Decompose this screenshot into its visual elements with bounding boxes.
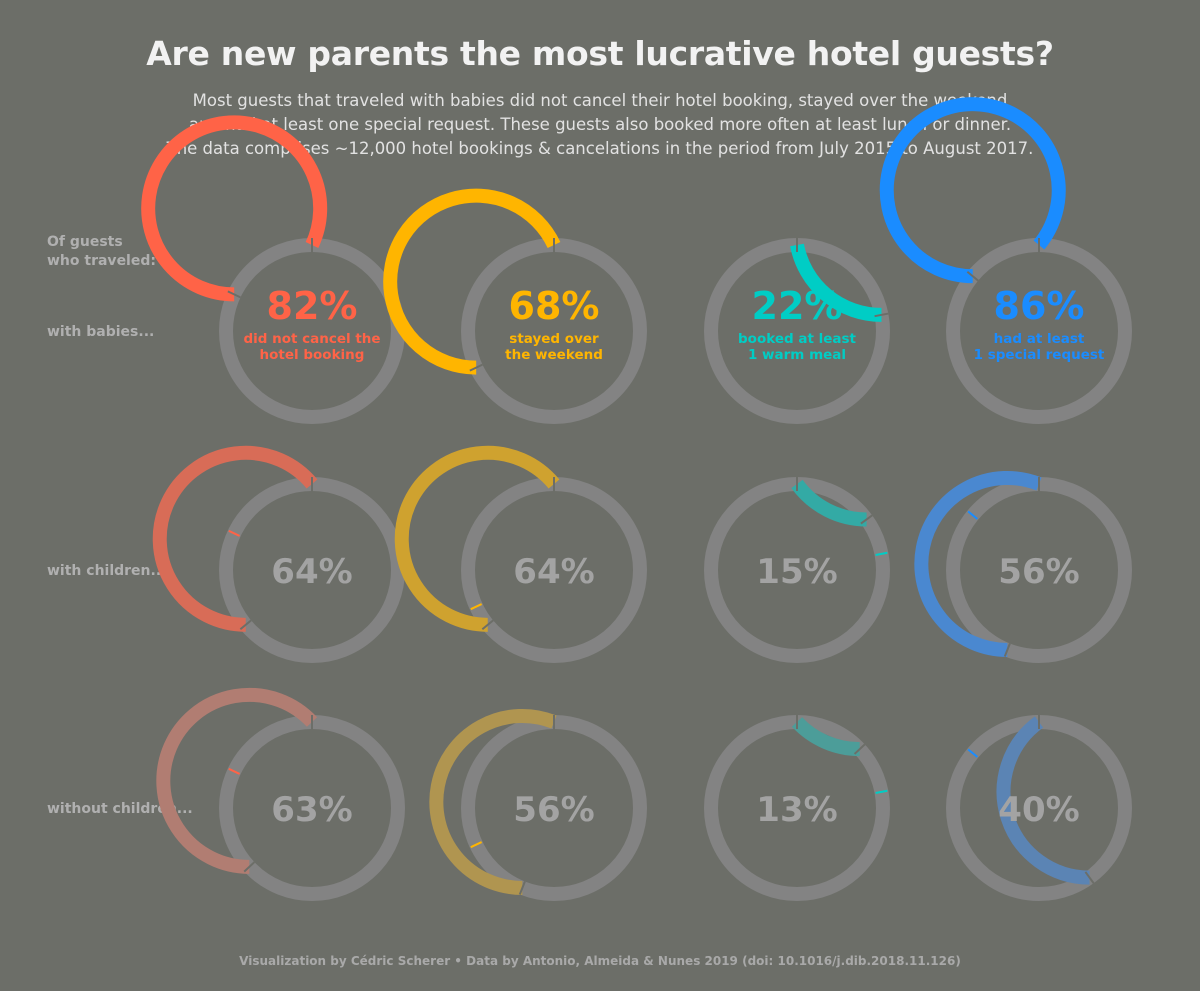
donut-end-tick <box>243 861 256 873</box>
reference-marker <box>967 510 978 520</box>
donut-special_request-2: 40% <box>946 715 1132 901</box>
donut-end-tick <box>518 881 526 895</box>
donut-value-arc <box>914 470 1042 657</box>
donut-value-label: 56% <box>998 552 1079 592</box>
subtitle-line-3: The data comprises ~12,000 hotel booking… <box>166 139 1034 158</box>
reference-marker <box>228 529 241 537</box>
donut-value-arc <box>156 687 318 874</box>
donut-description-line-1: the weekend <box>505 347 603 363</box>
donut-description-line-1: hotel booking <box>260 347 365 363</box>
donut-end-tick <box>874 312 889 318</box>
reference-marker <box>470 841 483 849</box>
donut-warm_meal-2: 13% <box>704 715 890 901</box>
subtitle-line-1: Most guests that traveled with babies di… <box>192 91 1008 110</box>
donut-end-tick <box>1003 643 1011 657</box>
donut-description-line-0: booked at least <box>738 331 857 347</box>
chart-caption: Visualization by Cédric Scherer • Data b… <box>239 954 961 968</box>
donut-value-arc <box>383 188 561 375</box>
header-label-line-1: Of guests <box>47 234 123 250</box>
donut-end-tick <box>481 619 494 631</box>
donut-end-tick <box>469 363 483 372</box>
donut-value-arc <box>429 708 557 895</box>
chart-subtitle: Most guests that traveled with babies di… <box>0 89 1200 161</box>
donut-end-tick <box>860 514 873 525</box>
reference-marker <box>228 767 241 775</box>
donut-value-label: 22% <box>752 284 843 328</box>
subtitle-line-2: and had at least one special request. Th… <box>188 115 1012 134</box>
reference-marker <box>875 789 888 794</box>
reference-marker <box>470 603 483 611</box>
donut-weekend-2: 56% <box>429 708 647 901</box>
donut-value-arc <box>394 445 560 632</box>
donut-value-arc <box>791 717 860 757</box>
donut-value-label: 13% <box>756 790 837 830</box>
donut-value-arc <box>879 97 1066 284</box>
donut-value-label: 63% <box>271 790 352 830</box>
donut-value-label: 56% <box>513 790 594 830</box>
donut-value-arc <box>791 479 867 527</box>
donut-not_canceled-1: 64% <box>152 445 405 663</box>
donut-value-label: 64% <box>513 552 594 592</box>
donut-warm_meal-1: 15% <box>704 477 890 663</box>
donut-value-label: 68% <box>509 284 600 328</box>
header-label-line-2: who traveled: <box>47 253 156 269</box>
chart-title: Are new parents the most lucrative hotel… <box>146 34 1054 73</box>
row-label-0: with babies... <box>47 324 154 340</box>
donut-value-label: 40% <box>998 790 1079 830</box>
donut-description-line-1: 1 warm meal <box>748 347 846 363</box>
reference-marker <box>875 551 888 556</box>
donut-value-label: 15% <box>756 552 837 592</box>
donut-value-arc <box>141 115 328 302</box>
donut-value-arc <box>152 445 318 632</box>
donut-description-line-0: had at least <box>994 331 1085 347</box>
donut-end-tick <box>1084 871 1095 884</box>
donut-description-line-0: did not cancel the <box>243 331 380 347</box>
row-label-1: with children... <box>47 563 166 579</box>
reference-marker <box>967 748 978 758</box>
donut-weekend-1: 64% <box>394 445 647 663</box>
row-labels: with babies... with children... without ch… <box>47 324 193 817</box>
donut-special_request-1: 56% <box>914 470 1132 663</box>
donut-value-label: 82% <box>267 284 358 328</box>
donut-value-label: 86% <box>994 284 1085 328</box>
row-label-2: without children... <box>47 801 193 817</box>
donut-value-arc <box>790 243 882 322</box>
donut-end-tick <box>853 743 866 755</box>
donut-value-arc <box>996 716 1090 885</box>
donut-end-tick <box>966 270 979 282</box>
donut-value-label: 64% <box>271 552 352 592</box>
donut-end-tick <box>239 619 252 631</box>
donut-description-line-1: 1 special request <box>974 347 1105 363</box>
donut-not_canceled-2: 63% <box>156 687 405 901</box>
donut-end-tick <box>227 290 241 299</box>
donut-description-line-0: stayed over <box>509 331 599 347</box>
